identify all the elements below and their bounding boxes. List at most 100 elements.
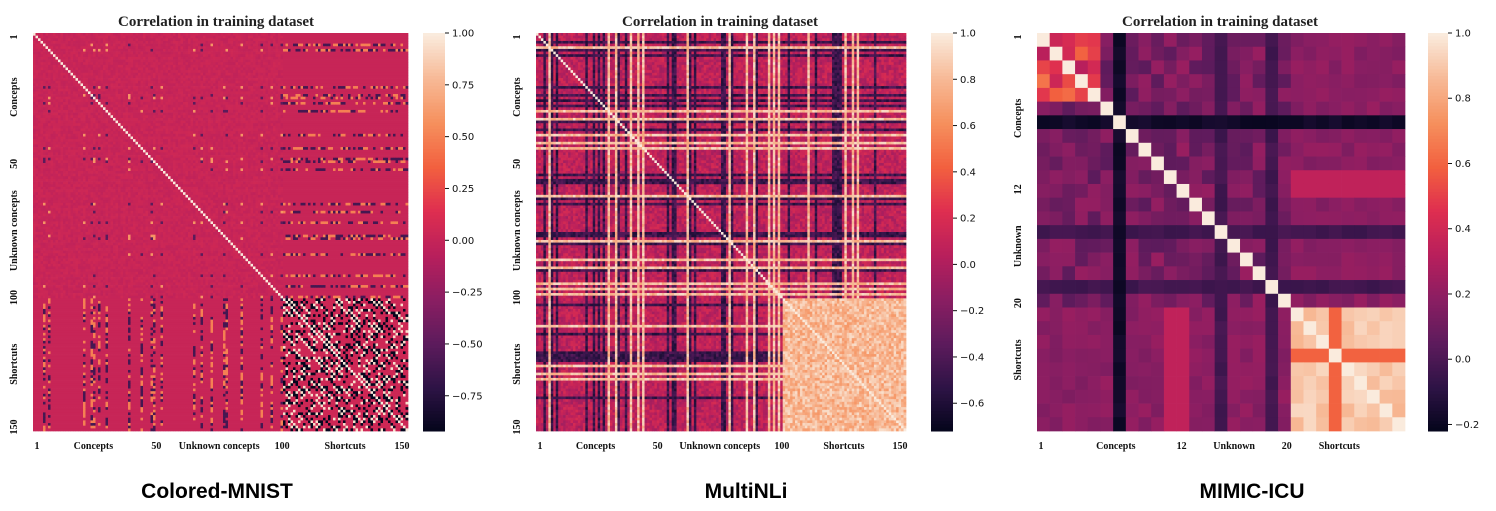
heatmap-cell	[166, 46, 169, 49]
heatmap-cell	[266, 89, 269, 92]
heatmap-cell	[33, 36, 36, 39]
heatmap-cell	[368, 70, 371, 73]
heatmap-cell	[291, 73, 294, 76]
heatmap-cell	[143, 75, 146, 78]
heatmap-cell	[381, 36, 384, 39]
heatmap-cell	[66, 65, 69, 68]
heatmap-cell	[241, 83, 244, 86]
heatmap-cell	[76, 33, 79, 36]
heatmap-cell	[48, 38, 51, 41]
heatmap-cell	[118, 83, 121, 86]
heatmap-cell	[131, 81, 134, 84]
heatmap-cell	[316, 33, 319, 36]
heatmap-cell	[348, 65, 351, 68]
heatmap-cell	[158, 60, 161, 63]
heatmap-cell	[193, 44, 196, 47]
heatmap-cell	[71, 70, 74, 73]
heatmap-cell	[316, 38, 319, 41]
heatmap-cell	[113, 44, 116, 47]
heatmap-cell	[368, 89, 371, 92]
heatmap-cell	[256, 81, 259, 84]
heatmap-cell	[231, 38, 234, 41]
heatmap-cell	[181, 83, 184, 86]
heatmap-cell	[343, 73, 346, 76]
heatmap-cell	[348, 38, 351, 41]
heatmap-cell	[51, 38, 54, 41]
heatmap-cell	[278, 75, 281, 78]
heatmap-cell	[258, 70, 261, 73]
heatmap-cell	[133, 75, 136, 78]
heatmap-cell	[73, 67, 76, 70]
heatmap-cell	[233, 70, 236, 73]
heatmap-cell	[206, 49, 209, 52]
heatmap-cell	[113, 91, 116, 94]
heatmap-cell	[221, 78, 224, 81]
heatmap-cell	[298, 36, 301, 39]
heatmap-cell	[276, 62, 279, 65]
heatmap-cell	[396, 46, 399, 49]
heatmap-cell	[223, 46, 226, 49]
heatmap-cell	[161, 62, 164, 65]
heatmap-cell	[46, 78, 49, 81]
heatmap-cell	[243, 86, 246, 89]
heatmap-cell	[66, 49, 69, 52]
heatmap-cell	[323, 54, 326, 57]
heatmap-cell	[166, 89, 169, 92]
heatmap-cell	[98, 83, 101, 86]
heatmap-cell	[271, 60, 274, 63]
heatmap-cell	[63, 67, 66, 70]
heatmap-cell	[253, 36, 256, 39]
heatmap-cell	[146, 57, 149, 60]
heatmap-cell	[258, 75, 261, 78]
heatmap-cell	[136, 60, 139, 63]
heatmap-cell	[301, 62, 304, 65]
heatmap-cell	[191, 46, 194, 49]
heatmap-cell	[393, 36, 396, 39]
heatmap-cell	[163, 54, 166, 57]
heatmap-cell	[123, 41, 126, 44]
heatmap-cell	[176, 83, 179, 86]
heatmap-cell	[341, 67, 344, 70]
heatmap-cell	[108, 78, 111, 81]
heatmap-cell	[76, 73, 79, 76]
heatmap-cell	[336, 36, 339, 39]
heatmap-cell	[361, 54, 364, 57]
heatmap-cell	[366, 44, 369, 47]
heatmap-cell	[253, 67, 256, 70]
heatmap-cell	[88, 75, 91, 78]
heatmap-cell	[83, 33, 86, 36]
heatmap-cell	[61, 89, 64, 92]
heatmap-cell	[308, 70, 311, 73]
heatmap-cell	[113, 86, 116, 89]
heatmap-cell	[73, 44, 76, 47]
heatmap-cell	[133, 81, 136, 84]
heatmap-cell	[331, 91, 334, 94]
heatmap-cell	[71, 78, 74, 81]
heatmap-cell	[311, 36, 314, 39]
heatmap-cell	[111, 54, 114, 57]
heatmap-cell	[206, 52, 209, 55]
heatmap-cell	[76, 83, 79, 86]
heatmap-cell	[53, 60, 56, 63]
heatmap-cell	[156, 44, 159, 47]
heatmap-cell	[208, 60, 211, 63]
heatmap-cell	[243, 81, 246, 84]
heatmap-cell	[378, 49, 381, 52]
heatmap-cell	[56, 83, 59, 86]
heatmap-cell	[366, 86, 369, 89]
heatmap-cell	[281, 78, 284, 81]
heatmap-cell	[338, 78, 341, 81]
heatmap-cell	[321, 75, 324, 78]
heatmap-cell	[363, 65, 366, 68]
heatmap-cell	[171, 38, 174, 41]
heatmap-cell	[213, 78, 216, 81]
heatmap-cell	[146, 81, 149, 84]
heatmap-cell	[231, 81, 234, 84]
heatmap-cell	[376, 62, 379, 65]
heatmap-cell	[256, 89, 259, 92]
heatmap-cell	[88, 62, 91, 65]
heatmap-cell	[111, 91, 114, 94]
heatmap-cell	[241, 70, 244, 73]
heatmap-cell	[206, 67, 209, 70]
heatmap-cell	[268, 49, 271, 52]
